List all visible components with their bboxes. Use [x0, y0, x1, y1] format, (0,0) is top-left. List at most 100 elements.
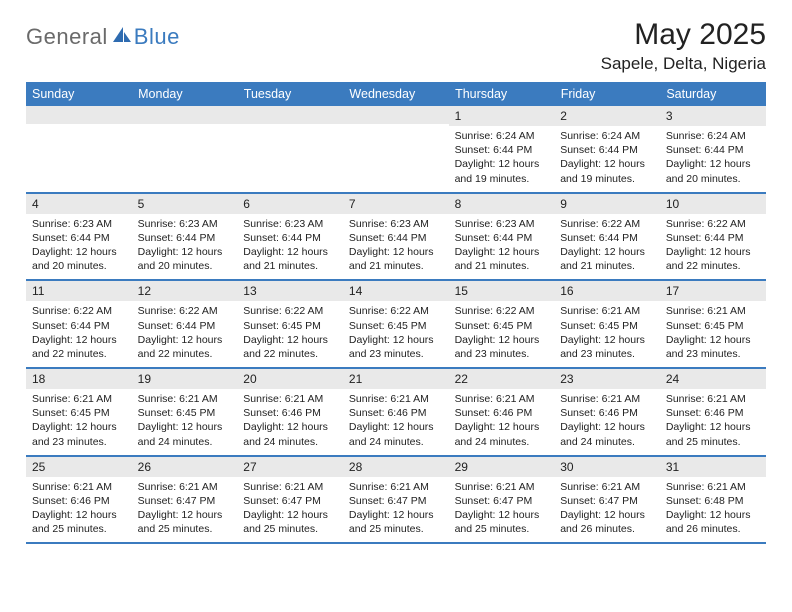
- day-number: 28: [343, 457, 449, 477]
- calendar-day-cell: 21Sunrise: 6:21 AMSunset: 6:46 PMDayligh…: [343, 368, 449, 456]
- sunrise-text: Sunrise: 6:22 AM: [666, 217, 760, 231]
- day-sun-info: Sunrise: 6:21 AMSunset: 6:47 PMDaylight:…: [343, 477, 449, 543]
- daylight-text: Daylight: 12 hours: [666, 333, 760, 347]
- sunrise-text: Sunrise: 6:22 AM: [560, 217, 654, 231]
- daylight-text: and 19 minutes.: [455, 172, 549, 186]
- daylight-text: Daylight: 12 hours: [138, 333, 232, 347]
- daylight-text: and 25 minutes.: [349, 522, 443, 536]
- daylight-text: and 23 minutes.: [666, 347, 760, 361]
- sunrise-text: Sunrise: 6:21 AM: [455, 480, 549, 494]
- day-sun-info: Sunrise: 6:22 AMSunset: 6:45 PMDaylight:…: [449, 301, 555, 367]
- sunrise-text: Sunrise: 6:22 AM: [349, 304, 443, 318]
- daylight-text: and 20 minutes.: [32, 259, 126, 273]
- calendar-week-row: 1Sunrise: 6:24 AMSunset: 6:44 PMDaylight…: [26, 106, 766, 193]
- sunset-text: Sunset: 6:47 PM: [243, 494, 337, 508]
- day-number: 22: [449, 369, 555, 389]
- brand-logo: General Blue: [26, 18, 180, 50]
- sunset-text: Sunset: 6:44 PM: [349, 231, 443, 245]
- sunrise-text: Sunrise: 6:21 AM: [666, 392, 760, 406]
- day-sun-info: Sunrise: 6:21 AMSunset: 6:46 PMDaylight:…: [343, 389, 449, 455]
- calendar-day-cell: 1Sunrise: 6:24 AMSunset: 6:44 PMDaylight…: [449, 106, 555, 193]
- day-sun-info: [26, 124, 132, 184]
- day-number: 2: [554, 106, 660, 126]
- sunrise-text: Sunrise: 6:21 AM: [560, 304, 654, 318]
- daylight-text: and 24 minutes.: [349, 435, 443, 449]
- calendar-day-cell: 17Sunrise: 6:21 AMSunset: 6:45 PMDayligh…: [660, 280, 766, 368]
- day-sun-info: Sunrise: 6:23 AMSunset: 6:44 PMDaylight:…: [132, 214, 238, 280]
- day-sun-info: [343, 124, 449, 184]
- daylight-text: Daylight: 12 hours: [349, 420, 443, 434]
- sunrise-text: Sunrise: 6:23 AM: [243, 217, 337, 231]
- calendar-day-cell: 8Sunrise: 6:23 AMSunset: 6:44 PMDaylight…: [449, 193, 555, 281]
- day-number: 9: [554, 194, 660, 214]
- sunset-text: Sunset: 6:48 PM: [666, 494, 760, 508]
- day-sun-info: Sunrise: 6:23 AMSunset: 6:44 PMDaylight:…: [26, 214, 132, 280]
- calendar-day-cell: 18Sunrise: 6:21 AMSunset: 6:45 PMDayligh…: [26, 368, 132, 456]
- day-number: 6: [237, 194, 343, 214]
- day-number: 29: [449, 457, 555, 477]
- day-number: 27: [237, 457, 343, 477]
- sunrise-text: Sunrise: 6:22 AM: [455, 304, 549, 318]
- sunset-text: Sunset: 6:44 PM: [560, 231, 654, 245]
- sunrise-text: Sunrise: 6:22 AM: [243, 304, 337, 318]
- day-sun-info: Sunrise: 6:22 AMSunset: 6:45 PMDaylight:…: [343, 301, 449, 367]
- sunset-text: Sunset: 6:47 PM: [138, 494, 232, 508]
- calendar-day-cell: 3Sunrise: 6:24 AMSunset: 6:44 PMDaylight…: [660, 106, 766, 193]
- day-number: 23: [554, 369, 660, 389]
- daylight-text: Daylight: 12 hours: [138, 508, 232, 522]
- day-sun-info: Sunrise: 6:22 AMSunset: 6:45 PMDaylight:…: [237, 301, 343, 367]
- day-sun-info: Sunrise: 6:24 AMSunset: 6:44 PMDaylight:…: [554, 126, 660, 192]
- sunset-text: Sunset: 6:47 PM: [455, 494, 549, 508]
- day-number: 26: [132, 457, 238, 477]
- weekday-header: Monday: [132, 82, 238, 106]
- day-number: [132, 106, 238, 124]
- sunset-text: Sunset: 6:46 PM: [560, 406, 654, 420]
- calendar-day-cell: 5Sunrise: 6:23 AMSunset: 6:44 PMDaylight…: [132, 193, 238, 281]
- day-number: 10: [660, 194, 766, 214]
- daylight-text: and 24 minutes.: [560, 435, 654, 449]
- page-header: General Blue May 2025 Sapele, Delta, Nig…: [26, 18, 766, 74]
- daylight-text: and 22 minutes.: [666, 259, 760, 273]
- daylight-text: and 21 minutes.: [243, 259, 337, 273]
- daylight-text: and 25 minutes.: [455, 522, 549, 536]
- location-subtitle: Sapele, Delta, Nigeria: [601, 54, 766, 74]
- sunset-text: Sunset: 6:45 PM: [243, 319, 337, 333]
- sunrise-text: Sunrise: 6:23 AM: [455, 217, 549, 231]
- day-sun-info: Sunrise: 6:21 AMSunset: 6:46 PMDaylight:…: [660, 389, 766, 455]
- calendar-day-cell: 14Sunrise: 6:22 AMSunset: 6:45 PMDayligh…: [343, 280, 449, 368]
- daylight-text: Daylight: 12 hours: [243, 420, 337, 434]
- daylight-text: Daylight: 12 hours: [243, 245, 337, 259]
- day-sun-info: Sunrise: 6:23 AMSunset: 6:44 PMDaylight:…: [449, 214, 555, 280]
- daylight-text: Daylight: 12 hours: [560, 333, 654, 347]
- daylight-text: Daylight: 12 hours: [560, 508, 654, 522]
- day-sun-info: Sunrise: 6:23 AMSunset: 6:44 PMDaylight:…: [343, 214, 449, 280]
- sunrise-text: Sunrise: 6:23 AM: [349, 217, 443, 231]
- sunrise-text: Sunrise: 6:21 AM: [666, 304, 760, 318]
- daylight-text: and 23 minutes.: [560, 347, 654, 361]
- day-sun-info: Sunrise: 6:22 AMSunset: 6:44 PMDaylight:…: [554, 214, 660, 280]
- calendar-day-cell: 27Sunrise: 6:21 AMSunset: 6:47 PMDayligh…: [237, 456, 343, 544]
- day-number: [26, 106, 132, 124]
- day-number: 20: [237, 369, 343, 389]
- calendar-day-cell: [132, 106, 238, 193]
- calendar-day-cell: 22Sunrise: 6:21 AMSunset: 6:46 PMDayligh…: [449, 368, 555, 456]
- daylight-text: Daylight: 12 hours: [560, 157, 654, 171]
- day-number: 21: [343, 369, 449, 389]
- daylight-text: Daylight: 12 hours: [32, 333, 126, 347]
- title-block: May 2025 Sapele, Delta, Nigeria: [601, 18, 766, 74]
- daylight-text: and 20 minutes.: [666, 172, 760, 186]
- daylight-text: Daylight: 12 hours: [666, 508, 760, 522]
- sunset-text: Sunset: 6:44 PM: [32, 319, 126, 333]
- daylight-text: Daylight: 12 hours: [560, 245, 654, 259]
- sunset-text: Sunset: 6:45 PM: [560, 319, 654, 333]
- sunset-text: Sunset: 6:46 PM: [32, 494, 126, 508]
- sunrise-text: Sunrise: 6:22 AM: [138, 304, 232, 318]
- day-number: 11: [26, 281, 132, 301]
- day-sun-info: Sunrise: 6:22 AMSunset: 6:44 PMDaylight:…: [660, 214, 766, 280]
- calendar-day-cell: 31Sunrise: 6:21 AMSunset: 6:48 PMDayligh…: [660, 456, 766, 544]
- sunset-text: Sunset: 6:44 PM: [455, 143, 549, 157]
- sunrise-text: Sunrise: 6:21 AM: [560, 392, 654, 406]
- sunset-text: Sunset: 6:45 PM: [455, 319, 549, 333]
- sunrise-text: Sunrise: 6:21 AM: [349, 480, 443, 494]
- calendar-day-cell: 10Sunrise: 6:22 AMSunset: 6:44 PMDayligh…: [660, 193, 766, 281]
